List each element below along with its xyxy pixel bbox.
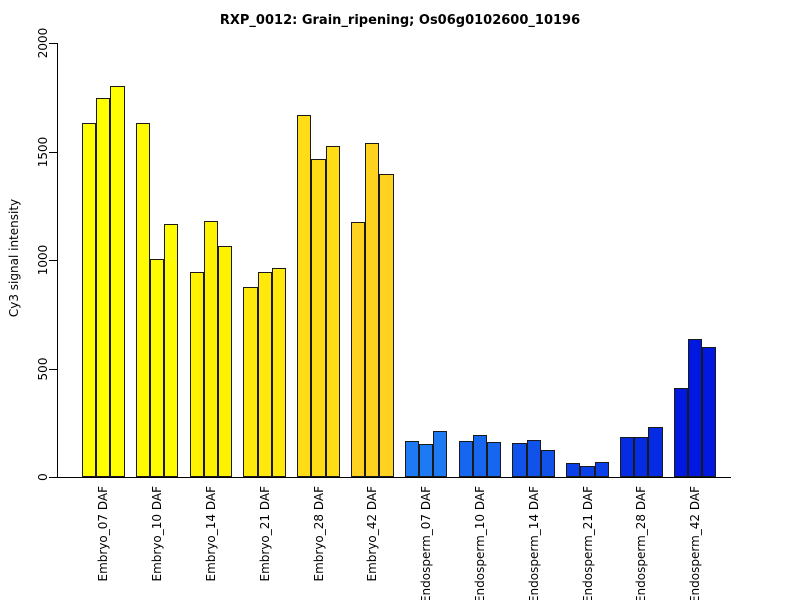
bar-Embryo_07-DAF-rep2	[96, 98, 111, 477]
bar-Embryo_42-DAF-rep3	[379, 174, 394, 477]
bar-Endosperm_10-DAF-rep2	[472, 434, 487, 477]
y-tick-label: 1500	[36, 136, 50, 167]
bar-Embryo_10-DAF-rep3	[164, 224, 179, 477]
bar-Embryo_14-DAF-rep1	[189, 271, 204, 477]
category-label: Endosperm_14 DAF	[526, 486, 541, 600]
bar-Embryo_07-DAF-rep1	[82, 123, 97, 477]
bar-Endosperm_14-DAF-rep3	[540, 449, 555, 477]
category-label: Embryo_42 DAF	[365, 486, 380, 582]
category-label: Endosperm_42 DAF	[688, 486, 703, 600]
y-tick	[49, 260, 57, 261]
chart-title: RXP_0012: Grain_ripening; Os06g0102600_1…	[219, 13, 581, 28]
bar-Embryo_10-DAF-rep1	[135, 123, 150, 477]
bar-Embryo_42-DAF-rep1	[351, 222, 366, 477]
bar-Embryo_28-DAF-rep3	[325, 146, 340, 477]
y-tick-label: 0	[36, 473, 50, 481]
category-label: Endosperm_28 DAF	[634, 486, 649, 600]
bar-Embryo_14-DAF-rep3	[218, 245, 233, 477]
y-tick-label: 2000	[36, 27, 50, 59]
bar-Endosperm_42-DAF-rep2	[688, 339, 703, 477]
bar-Endosperm_07-DAF-rep3	[433, 431, 448, 477]
category-label: Endosperm_07 DAF	[419, 486, 434, 600]
y-tick	[49, 43, 57, 44]
category-label: Embryo_10 DAF	[150, 486, 165, 582]
bar-Embryo_21-DAF-rep2	[257, 271, 272, 477]
y-axis	[57, 43, 58, 478]
bar-Embryo_07-DAF-rep3	[110, 86, 125, 477]
bar-Endosperm_42-DAF-rep3	[702, 346, 717, 477]
y-tick	[49, 151, 57, 153]
y-axis-label: Cy3 signal intensity	[7, 198, 21, 318]
bar-Endosperm_14-DAF-rep1	[512, 443, 527, 477]
bar-Endosperm_28-DAF-rep1	[620, 436, 635, 477]
y-tick	[49, 477, 57, 478]
bar-Embryo_21-DAF-rep1	[243, 287, 258, 477]
category-label: Endosperm_10 DAF	[472, 486, 487, 600]
y-tick-label: 1000	[36, 244, 50, 276]
bar-Endosperm_10-DAF-rep3	[487, 442, 502, 477]
bar-Endosperm_21-DAF-rep3	[594, 461, 609, 477]
category-label: Embryo_07 DAF	[96, 486, 111, 582]
y-tick-label: 500	[36, 357, 50, 380]
bar-Endosperm_28-DAF-rep2	[634, 436, 649, 477]
bar-Endosperm_21-DAF-rep2	[580, 466, 595, 477]
bar-Endosperm_10-DAF-rep1	[458, 441, 473, 477]
bar-Endosperm_07-DAF-rep2	[419, 444, 434, 477]
bar-Endosperm_21-DAF-rep1	[566, 462, 581, 477]
bar-Embryo_28-DAF-rep1	[297, 114, 312, 477]
bar-Embryo_10-DAF-rep2	[150, 258, 165, 477]
bar-Endosperm_42-DAF-rep1	[673, 388, 688, 477]
category-label: Endosperm_21 DAF	[580, 486, 595, 600]
y-tick	[49, 368, 57, 370]
category-label: Embryo_21 DAF	[257, 486, 272, 582]
bar-Endosperm_14-DAF-rep2	[526, 440, 541, 477]
x-axis	[57, 477, 731, 478]
category-label: Embryo_14 DAF	[203, 486, 218, 582]
bar-Endosperm_07-DAF-rep1	[404, 441, 419, 477]
bar-Embryo_28-DAF-rep2	[311, 159, 326, 477]
category-label: Embryo_28 DAF	[311, 486, 326, 582]
bar-Embryo_21-DAF-rep3	[271, 267, 286, 477]
bar-Endosperm_28-DAF-rep3	[648, 427, 663, 477]
bar-Embryo_42-DAF-rep2	[365, 142, 380, 477]
bar-Embryo_14-DAF-rep2	[203, 220, 218, 477]
